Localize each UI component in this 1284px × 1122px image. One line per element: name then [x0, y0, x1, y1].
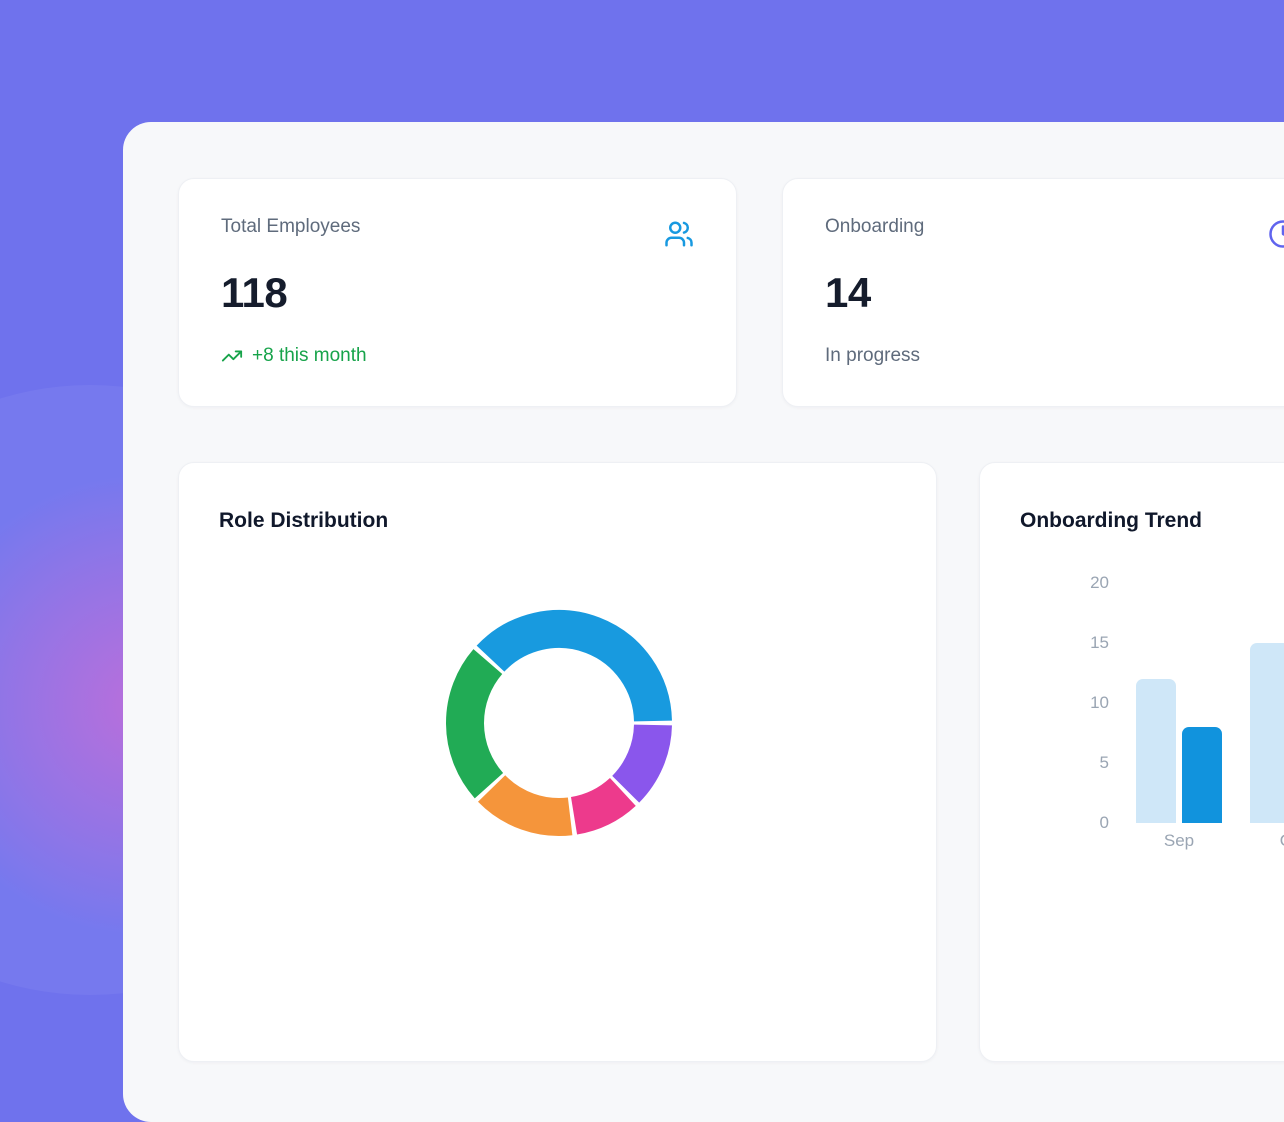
donut-segment-blue	[490, 629, 652, 721]
clock-icon	[1268, 219, 1284, 249]
users-icon	[664, 219, 694, 249]
stat-subtext: In progress	[825, 344, 1284, 368]
role-distribution-card: Role Distribution	[178, 462, 937, 1062]
stat-subtext-label: In progress	[825, 344, 920, 368]
dashboard-screen: { "theme": { "background": "#6f72ed", "b…	[0, 0, 1284, 888]
stat-card-onboarding: Onboarding 14 In progress	[782, 178, 1284, 407]
x-axis-category-label: Sep	[1134, 831, 1224, 851]
stat-label: Total Employees	[221, 215, 694, 239]
chart-title-role-distribution: Role Distribution	[219, 509, 388, 533]
y-axis-tick-label: 5	[1049, 753, 1109, 773]
dashboard-panel: Total Employees 118 +8 this month Onboar…	[123, 122, 1284, 1122]
y-axis-tick-label: 20	[1049, 573, 1109, 593]
donut-segment-green	[465, 662, 489, 786]
donut-segment-orange	[492, 789, 571, 817]
bar-sep-dark-blue	[1182, 727, 1222, 823]
stat-trend-label: +8 this month	[252, 344, 367, 368]
y-axis-tick-label: 0	[1049, 813, 1109, 833]
role-distribution-donut-chart	[439, 603, 679, 843]
donut-segment-pink	[574, 792, 623, 816]
onboarding-trend-bar-chart: 0 5 10 15 20 Sep Oct	[980, 463, 1284, 1061]
stat-value: 118	[221, 269, 694, 317]
y-axis-tick-label: 10	[1049, 693, 1109, 713]
bar-sep-light-blue	[1136, 679, 1176, 823]
onboarding-trend-card: Onboarding Trend 05101520SepOct	[979, 462, 1284, 1062]
trending-up-icon	[221, 345, 243, 367]
donut-segment-purple	[626, 725, 653, 789]
stat-label: Onboarding	[825, 215, 1284, 239]
stat-trend: +8 this month	[221, 344, 694, 368]
bar-oct-light-blue	[1250, 643, 1284, 823]
x-axis-category-label: Oct	[1248, 831, 1284, 851]
y-axis-tick-label: 15	[1049, 633, 1109, 653]
stat-card-total-employees: Total Employees 118 +8 this month	[178, 178, 737, 407]
stat-value: 14	[825, 269, 1284, 317]
